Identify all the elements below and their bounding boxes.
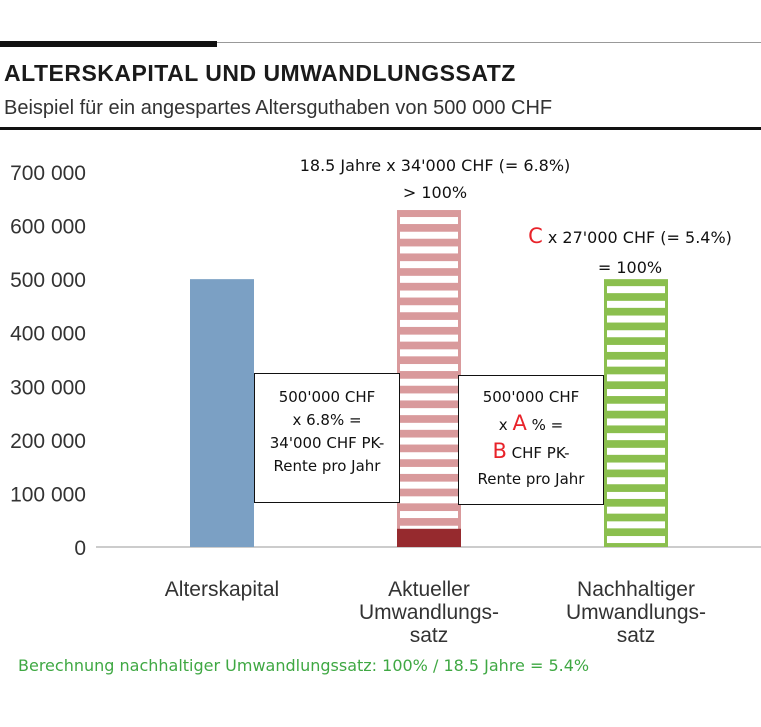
calc-box-current-line1: 500'000 CHF — [278, 388, 376, 406]
chart-title: ALTERSKAPITAL UND UMWANDLUNGSSATZ — [4, 60, 516, 86]
bar-stripe — [400, 408, 458, 416]
x-category-label: Umwandlungs- — [566, 601, 706, 624]
bar-stripe — [400, 437, 458, 445]
bar-stripe — [400, 290, 458, 298]
aktueller-annotation: 18.5 Jahre x 34'000 CHF (= 6.8%) > 100% — [240, 152, 630, 206]
bar-stripe — [400, 246, 458, 254]
calc-box-sustainable-line2-post: % = — [526, 416, 564, 434]
calc-box-sustainable: 500'000 CHF x A % = B CHF PK- Rente pro … — [458, 375, 604, 505]
letter-b: B — [492, 439, 507, 463]
bar-stripe — [607, 433, 665, 441]
bar-nachhaltiger-umwandlungssatz — [604, 279, 668, 547]
calc-box-sustainable-line2-pre: x — [498, 416, 513, 434]
y-tick-label: 500 000 — [10, 269, 86, 292]
bar-stripe — [400, 275, 458, 283]
bar-stripe — [400, 466, 458, 474]
calc-box-sustainable-line3-post: CHF PK- — [506, 444, 570, 462]
bar-stripe — [400, 496, 458, 504]
calc-box-current-line3: 34'000 CHF PK- — [269, 434, 385, 452]
top-rule-thick — [0, 41, 217, 47]
calc-box-sustainable-line1: 500'000 CHF — [482, 388, 580, 406]
nachhaltiger-annotation-line1: C x 27'000 CHF (= 5.4%) — [480, 221, 761, 253]
top-rule-thin — [0, 42, 761, 43]
x-category-label: Umwandlungs- — [359, 601, 499, 624]
x-category-label: Aktueller — [388, 578, 470, 601]
bar-stripe — [607, 477, 665, 485]
bar-stripe — [607, 344, 665, 352]
calc-box-current: 500'000 CHF x 6.8% = 34'000 CHF PK- Rent… — [254, 373, 400, 503]
bar-stripe — [607, 447, 665, 455]
y-tick-label: 200 000 — [10, 430, 86, 453]
bar-stripe — [607, 536, 665, 544]
bar-stripe — [400, 217, 458, 225]
bar-stripe — [607, 521, 665, 529]
bar-stripe — [607, 462, 665, 470]
letter-a: A — [512, 411, 527, 435]
bar-stripe — [400, 305, 458, 313]
bar-chart: 0 100 000 200 000 300 000 400 000 500 000 600 … — [10, 162, 761, 647]
chart-subtitle: Beispiel für ein angespartes Altersgutha… — [4, 97, 553, 119]
x-category-label: satz — [410, 624, 449, 647]
footer-note: Berechnung nachhaltiger Umwandlungssatz:… — [18, 656, 590, 675]
x-category-label: satz — [617, 624, 656, 647]
bar-stripe — [607, 506, 665, 514]
calc-box-sustainable-line2: x A % = — [459, 410, 603, 438]
x-category-label: Nachhaltiger — [577, 578, 695, 601]
aktueller-annotation-line1: 18.5 Jahre x 34'000 CHF (= 6.8%) — [299, 156, 571, 175]
letter-c: C — [528, 224, 543, 248]
bar-segment-rente — [397, 528, 461, 547]
bar-stripe — [400, 261, 458, 269]
calc-box-current-line2: x 6.8% = — [292, 411, 362, 429]
bar-stripe — [400, 334, 458, 342]
y-tick-label: 300 000 — [10, 376, 86, 399]
bar-stripe — [607, 374, 665, 382]
header-rule — [0, 127, 761, 130]
bar-stripe — [607, 491, 665, 499]
bar-stripe — [607, 389, 665, 397]
calc-box-sustainable-line3: B CHF PK- — [459, 438, 603, 466]
bar-stripe — [607, 403, 665, 411]
calc-box-current-line4: Rente pro Jahr — [273, 457, 381, 475]
y-tick-label: 400 000 — [10, 323, 86, 346]
bar-stripe — [400, 319, 458, 327]
bar-stripe — [400, 393, 458, 401]
y-tick-label: 0 — [74, 537, 86, 560]
aktueller-annotation-line2: > 100% — [402, 183, 468, 202]
bar-stripe — [400, 422, 458, 430]
y-tick-label: 700 000 — [10, 162, 86, 185]
y-tick-label: 600 000 — [10, 216, 86, 239]
bar-stripe — [400, 481, 458, 489]
bar-stripe — [607, 286, 665, 294]
y-tick-label: 100 000 — [10, 483, 86, 506]
bar-stripe — [400, 364, 458, 372]
bar-stripe — [400, 231, 458, 239]
bar-stripe — [400, 452, 458, 460]
bar-stripe — [400, 378, 458, 386]
bar-stripe — [607, 418, 665, 426]
bar-stripe — [607, 359, 665, 367]
nachhaltiger-annotation: C x 27'000 CHF (= 5.4%) = 100% — [480, 221, 761, 283]
x-category-label: Alterskapital — [165, 578, 279, 601]
bar-stripe — [607, 300, 665, 308]
bar-stripe — [607, 330, 665, 338]
calc-box-sustainable-line4: Rente pro Jahr — [477, 470, 585, 488]
bar-stripe — [400, 349, 458, 357]
nachhaltiger-annotation-line2: = 100% — [597, 258, 663, 277]
bar-alterskapital — [190, 279, 254, 547]
bar-stripe — [400, 511, 458, 519]
bar-stripe — [607, 315, 665, 323]
nachhaltiger-annotation-line1-text: x 27'000 CHF (= 5.4%) — [542, 228, 732, 247]
